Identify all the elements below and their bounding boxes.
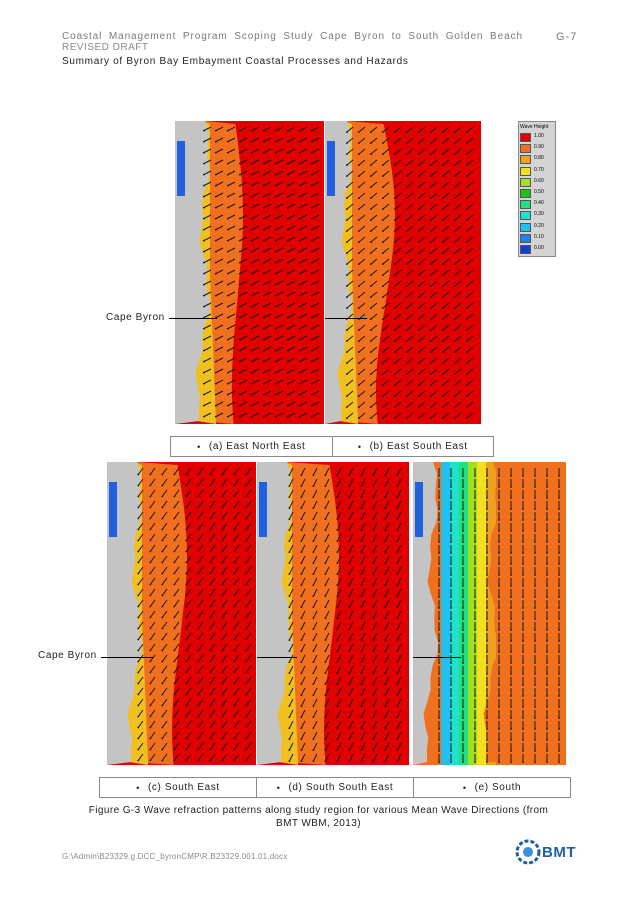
cape-byron-pointer-top [169, 318, 217, 319]
wave-map-ene [175, 121, 324, 424]
legend-swatch [520, 133, 531, 142]
section-title: Summary of Byron Bay Embayment Coastal P… [62, 56, 409, 67]
legend-value: 0.60 [534, 177, 544, 184]
page-number: G-7 [556, 31, 578, 43]
legend-value: 0.50 [534, 189, 544, 195]
legend-row: 0.00 [520, 244, 554, 255]
bmt-logo-mark-icon [515, 839, 541, 865]
legend-row: 0.40 [520, 199, 554, 210]
wave-map-image [107, 462, 256, 765]
document-title: Coastal Management Program Scoping Study… [62, 31, 523, 42]
caption-d: • (d) South South East [257, 778, 414, 797]
cape-byron-pointer-bottom-e [413, 657, 461, 658]
legend-value: 0.40 [534, 200, 544, 207]
legend-value: 0.80 [534, 155, 544, 162]
legend-value: 1.00 [534, 133, 544, 139]
wave-map-ese [325, 121, 481, 424]
figure-caption: Figure G-3 Wave refraction patterns alon… [40, 804, 597, 830]
legend-swatch [520, 200, 531, 210]
legend-swatch [520, 222, 531, 232]
legend-row: 0.20 [520, 222, 554, 233]
legend-value: 0.70 [534, 166, 544, 173]
wave-map-s [413, 462, 566, 765]
legend-row: 0.60 [520, 177, 554, 188]
legend-row: 0.10 [520, 233, 554, 244]
cape-byron-pointer-bottom [101, 657, 153, 658]
legend-swatch [520, 245, 531, 254]
wave-map-image [175, 121, 324, 424]
legend-value: 0.90 [534, 144, 544, 151]
legend-swatch [520, 211, 531, 221]
wave-map-se [107, 462, 256, 765]
legend-row: 0.30 [520, 210, 554, 221]
wave-map-image [257, 462, 409, 765]
legend-value: 0.20 [534, 222, 544, 229]
caption-e: • (e) South [462, 782, 522, 793]
cape-byron-pointer-bottom-d [257, 657, 297, 658]
legend-value: 0.10 [534, 233, 544, 240]
wave-map-image [413, 462, 566, 765]
caption-c: • (c) South East [100, 778, 257, 797]
caption-a: • (a) East North East [171, 437, 333, 456]
caption-b: • (b) East South East [357, 441, 468, 452]
legend-row: 0.50 [520, 188, 554, 199]
legend-swatch [520, 189, 531, 198]
caption-bar-top: • (a) East North East • (b) East South Eas… [170, 436, 494, 457]
figure-caption-line2: BMT WBM, 2013) [276, 818, 361, 829]
wave-height-legend: Wave Height 1.00 0.90 0.80 0.70 0.60 0.50 0.40… [518, 121, 556, 257]
legend-swatch [520, 177, 531, 187]
cape-byron-pointer-top-b [325, 318, 367, 319]
cape-byron-label-top: Cape Byron [106, 312, 165, 323]
legend-swatch [520, 233, 531, 243]
wave-map-sse [257, 462, 409, 765]
draft-label: REVISED DRAFT [62, 42, 149, 53]
legend-row: 0.80 [520, 154, 554, 165]
legend-value: 0.00 [534, 245, 544, 251]
legend-swatch [520, 166, 531, 176]
figure-caption-line1: Figure G-3 Wave refraction patterns alon… [88, 805, 549, 816]
wave-map-image [325, 121, 481, 424]
bmt-logo: BMT [515, 835, 581, 869]
legend-row: 0.90 [520, 143, 554, 154]
legend-swatch [520, 144, 531, 154]
file-path: G:\Admin\B23329.g.DCC_byronCMP\R.B23329.… [62, 852, 288, 861]
legend-swatch [520, 155, 531, 165]
legend-title: Wave Height [520, 124, 549, 130]
cape-byron-label-bottom: Cape Byron [38, 650, 97, 661]
bmt-logo-text: BMT [542, 844, 576, 861]
legend-row: 1.00 [520, 132, 554, 143]
caption-bar-bottom: • (c) South East • (d) South South East •(… [99, 777, 571, 798]
legend-row: 0.70 [520, 166, 554, 177]
legend-value: 0.30 [534, 211, 544, 218]
